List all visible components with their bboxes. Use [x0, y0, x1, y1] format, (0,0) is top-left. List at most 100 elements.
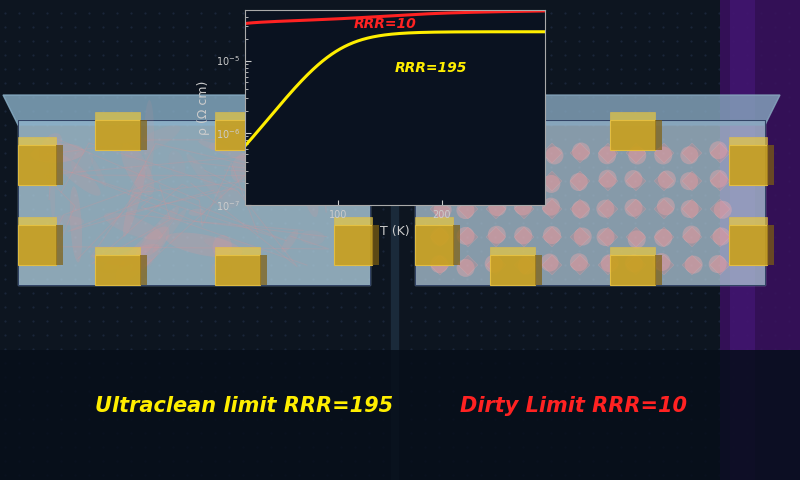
Bar — [720, 0, 800, 480]
Ellipse shape — [597, 228, 614, 246]
Ellipse shape — [262, 187, 309, 204]
Bar — [570, 171, 590, 191]
Bar — [140, 255, 147, 285]
Bar — [514, 227, 534, 247]
Bar — [215, 120, 260, 150]
Ellipse shape — [680, 172, 698, 190]
Ellipse shape — [680, 146, 698, 164]
Bar — [453, 145, 460, 185]
Ellipse shape — [542, 175, 560, 193]
Ellipse shape — [514, 197, 532, 216]
Bar — [655, 255, 662, 285]
Ellipse shape — [430, 228, 449, 246]
Bar — [430, 199, 450, 219]
Bar — [729, 137, 767, 145]
Bar — [95, 112, 140, 120]
Ellipse shape — [714, 201, 732, 219]
Ellipse shape — [709, 255, 726, 273]
Bar — [453, 225, 460, 265]
Bar — [514, 255, 534, 275]
Bar — [682, 227, 702, 247]
Bar — [486, 171, 506, 191]
Bar — [542, 171, 562, 191]
Bar — [767, 145, 774, 185]
Bar — [710, 143, 730, 163]
Ellipse shape — [461, 145, 479, 163]
Ellipse shape — [625, 199, 642, 217]
Bar — [654, 143, 674, 163]
Bar — [415, 225, 453, 265]
Bar — [486, 199, 506, 219]
Bar — [486, 227, 506, 247]
Bar — [570, 143, 590, 163]
Bar — [215, 112, 260, 120]
Bar — [334, 225, 372, 265]
Bar — [542, 255, 562, 275]
Bar — [18, 137, 56, 145]
Ellipse shape — [574, 228, 592, 246]
Ellipse shape — [70, 186, 82, 263]
Ellipse shape — [144, 100, 154, 178]
Bar — [730, 0, 755, 480]
Bar — [260, 120, 267, 150]
Ellipse shape — [546, 146, 563, 165]
Ellipse shape — [625, 254, 643, 273]
Bar — [486, 143, 506, 163]
Bar — [458, 171, 478, 191]
Ellipse shape — [91, 157, 106, 187]
Ellipse shape — [297, 152, 318, 217]
Ellipse shape — [713, 228, 730, 245]
Bar — [610, 247, 655, 255]
Bar — [626, 199, 646, 219]
Ellipse shape — [457, 227, 474, 245]
Ellipse shape — [654, 229, 672, 247]
Ellipse shape — [429, 146, 447, 165]
Bar — [682, 171, 702, 191]
Ellipse shape — [682, 226, 701, 243]
Bar — [598, 255, 618, 275]
Ellipse shape — [489, 142, 506, 160]
Ellipse shape — [50, 161, 55, 220]
Bar — [458, 199, 478, 219]
Ellipse shape — [570, 173, 588, 191]
Bar — [598, 171, 618, 191]
Text: Dirty Limit RRR=10: Dirty Limit RRR=10 — [460, 396, 687, 416]
Bar — [334, 145, 372, 185]
Ellipse shape — [300, 230, 325, 245]
Ellipse shape — [596, 200, 614, 218]
Bar — [514, 143, 534, 163]
Bar — [598, 227, 618, 247]
Bar — [260, 255, 267, 285]
Bar — [215, 247, 260, 255]
Ellipse shape — [461, 175, 479, 193]
Ellipse shape — [71, 150, 94, 173]
Bar — [654, 199, 674, 219]
Ellipse shape — [104, 244, 159, 270]
Bar — [655, 120, 662, 150]
Bar — [570, 199, 590, 219]
Ellipse shape — [230, 153, 253, 181]
Bar — [18, 225, 56, 265]
Bar — [710, 227, 730, 247]
Bar — [767, 225, 774, 265]
Bar — [415, 145, 453, 185]
Ellipse shape — [115, 227, 170, 283]
Bar — [710, 171, 730, 191]
Polygon shape — [415, 120, 765, 285]
Bar — [18, 145, 56, 185]
Ellipse shape — [658, 170, 676, 189]
Bar — [490, 120, 535, 150]
Bar — [490, 247, 535, 255]
Ellipse shape — [125, 125, 180, 158]
Bar — [0, 350, 800, 480]
Text: Ultraclean limit RRR=195: Ultraclean limit RRR=195 — [95, 396, 393, 416]
Bar — [710, 199, 730, 219]
Bar — [654, 255, 674, 275]
Ellipse shape — [598, 146, 616, 164]
Bar — [458, 143, 478, 163]
Ellipse shape — [92, 254, 125, 265]
Ellipse shape — [278, 146, 293, 161]
Ellipse shape — [211, 260, 233, 278]
Ellipse shape — [628, 146, 646, 165]
Ellipse shape — [282, 230, 298, 252]
